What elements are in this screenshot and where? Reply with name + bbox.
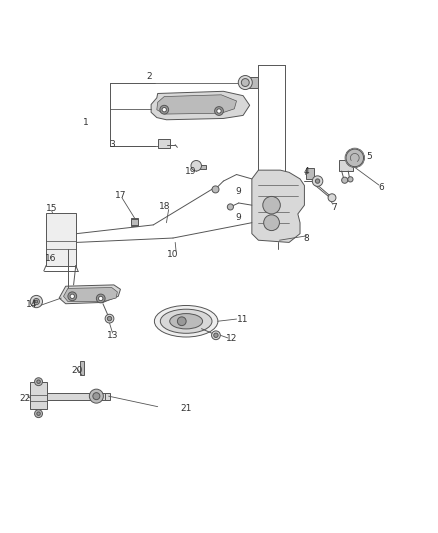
Circle shape — [162, 108, 166, 112]
Circle shape — [37, 412, 40, 415]
Bar — [131, 218, 138, 226]
Circle shape — [263, 197, 280, 214]
Bar — [80, 361, 84, 375]
Circle shape — [107, 317, 112, 321]
Circle shape — [35, 300, 38, 303]
Circle shape — [214, 333, 218, 337]
Text: 4: 4 — [304, 166, 309, 175]
Text: 18: 18 — [159, 203, 170, 212]
Circle shape — [33, 298, 39, 304]
Text: 5: 5 — [366, 151, 372, 160]
Text: 2: 2 — [146, 72, 152, 82]
Text: 9: 9 — [236, 187, 242, 196]
Text: 10: 10 — [167, 250, 179, 259]
Circle shape — [96, 294, 105, 303]
Circle shape — [217, 109, 221, 113]
Text: 11: 11 — [237, 314, 249, 324]
Circle shape — [227, 204, 233, 210]
Circle shape — [68, 292, 77, 301]
Text: 3: 3 — [109, 140, 115, 149]
Text: 17: 17 — [115, 191, 126, 200]
Text: 9: 9 — [235, 213, 241, 222]
Circle shape — [105, 314, 114, 323]
Text: 12: 12 — [226, 334, 238, 343]
Bar — [30, 382, 47, 409]
Polygon shape — [64, 287, 117, 302]
Text: 14: 14 — [26, 300, 38, 309]
Bar — [131, 219, 138, 225]
Circle shape — [93, 393, 100, 400]
Bar — [306, 168, 314, 179]
Bar — [158, 140, 170, 148]
Circle shape — [191, 160, 201, 171]
Circle shape — [328, 194, 336, 201]
Circle shape — [264, 215, 279, 231]
Text: 22: 22 — [20, 394, 31, 403]
Circle shape — [349, 152, 360, 164]
Text: 1: 1 — [82, 118, 88, 127]
Text: 7: 7 — [331, 203, 337, 212]
Ellipse shape — [170, 313, 202, 329]
Bar — [198, 165, 206, 169]
Circle shape — [241, 78, 249, 86]
Circle shape — [215, 107, 223, 115]
Circle shape — [312, 176, 323, 187]
Polygon shape — [157, 95, 237, 114]
Text: 6: 6 — [378, 183, 384, 192]
Circle shape — [342, 177, 348, 183]
Text: 19: 19 — [185, 166, 196, 175]
Circle shape — [35, 410, 42, 418]
Circle shape — [30, 295, 42, 308]
Ellipse shape — [160, 309, 212, 333]
Circle shape — [70, 294, 74, 298]
Circle shape — [238, 76, 252, 90]
Text: 8: 8 — [304, 235, 310, 244]
Ellipse shape — [154, 305, 218, 337]
Circle shape — [212, 331, 220, 340]
Circle shape — [160, 106, 169, 114]
Polygon shape — [151, 91, 250, 120]
Circle shape — [37, 380, 40, 383]
Bar — [47, 393, 109, 400]
Circle shape — [89, 389, 103, 403]
Text: 20: 20 — [71, 366, 82, 375]
Bar — [248, 77, 258, 88]
Bar — [105, 393, 110, 400]
Text: 16: 16 — [45, 254, 56, 263]
Circle shape — [315, 179, 320, 183]
Polygon shape — [252, 170, 304, 243]
Text: 13: 13 — [107, 331, 118, 340]
Polygon shape — [346, 149, 364, 167]
Circle shape — [345, 148, 364, 167]
Circle shape — [99, 296, 103, 301]
Circle shape — [35, 378, 42, 386]
Circle shape — [348, 177, 353, 182]
Bar — [46, 213, 76, 265]
Text: 15: 15 — [46, 204, 57, 213]
Bar — [339, 160, 353, 171]
Circle shape — [212, 186, 219, 193]
Polygon shape — [59, 285, 120, 304]
Circle shape — [177, 317, 186, 326]
Text: 21: 21 — [180, 405, 192, 414]
